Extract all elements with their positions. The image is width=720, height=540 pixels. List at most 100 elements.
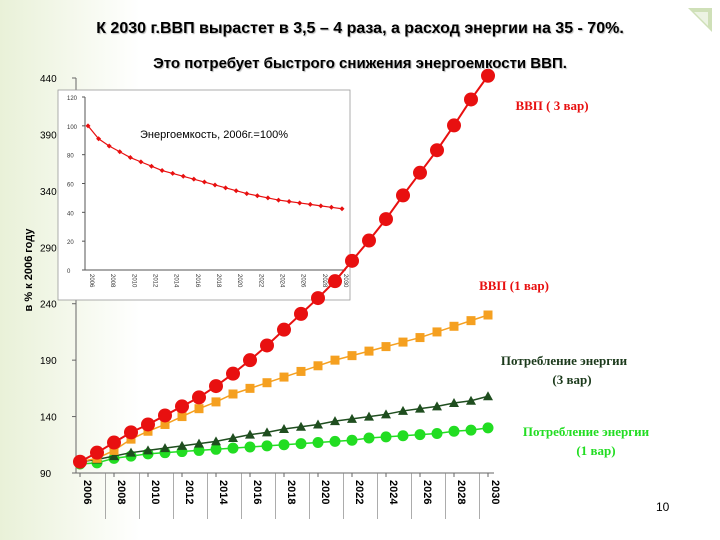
gdp1-point <box>177 412 187 422</box>
gdp3-point <box>124 425 138 440</box>
gdp3-point <box>277 322 291 337</box>
corner-arrow-icon <box>688 8 712 32</box>
energy1-series-label-line2: (1 вар) <box>576 443 615 458</box>
gdp3-point <box>226 366 240 381</box>
intensity-point <box>265 195 271 201</box>
slide-subtitle: Это потребует быстрого снижения энергоем… <box>153 55 567 72</box>
energy1-point <box>448 425 460 437</box>
y-tick-label: 290 <box>40 243 57 254</box>
gdp3-point <box>464 92 478 107</box>
x-tick-label: 2018 <box>285 480 297 504</box>
gdp3-point <box>413 165 427 180</box>
energy3-point <box>466 395 476 405</box>
gdp1-point <box>466 316 476 326</box>
energy1-point <box>414 429 426 441</box>
inset-x-tick-label: 2030 <box>342 274 348 288</box>
intensity-point <box>244 191 250 197</box>
inset-intensity-chart: 0 20 40 60 80 100 120 2006 2008 2010 2012 2014 2016 2… <box>57 89 351 301</box>
energy3-point <box>126 447 136 457</box>
inset-x-tick-label: 2026 <box>300 274 306 288</box>
inset-y-tick-label: 40 <box>67 211 74 217</box>
energy3-point <box>194 438 204 448</box>
energy1-point <box>210 443 222 455</box>
gdp1-point <box>296 366 306 376</box>
inset-x-tick-label: 2020 <box>236 274 242 288</box>
gdp1-point <box>160 419 170 429</box>
gdp3-point <box>107 435 121 450</box>
inset-y-tick-label: 20 <box>67 240 74 246</box>
intensity-point <box>159 168 165 174</box>
energy1-point <box>465 424 477 436</box>
energy3-point <box>228 433 238 443</box>
gdp3-point <box>345 253 359 268</box>
x-tick-label: 2014 <box>217 480 229 505</box>
gdp3-point <box>430 143 444 158</box>
inset-x-tick-label: 2010 <box>130 274 136 288</box>
gdp1-point <box>432 327 442 337</box>
energy3-point <box>279 423 289 433</box>
gdp1-point <box>330 355 340 365</box>
inset-background <box>57 89 351 301</box>
gdp3-point <box>362 233 376 248</box>
inset-x-tick-label: 2016 <box>194 274 200 288</box>
main-chart-axes: 90 140 190 240 290 340 390 440 в % к 2006 году 20… <box>23 74 501 519</box>
gdp1-point <box>279 372 289 382</box>
inset-x-tick-label: 2028 <box>321 274 327 288</box>
gdp3-point <box>328 274 342 289</box>
y-tick-label: 190 <box>40 356 57 367</box>
intensity-point <box>85 123 91 129</box>
gdp1-point <box>245 383 255 393</box>
gdp3-point <box>294 306 308 321</box>
slide-number: 10 <box>656 500 670 514</box>
inset-x-tick-label: 2012 <box>152 274 158 288</box>
intensity-point <box>276 197 281 203</box>
x-tick-label: 2010 <box>149 480 161 504</box>
inset-y-tick-label: 0 <box>67 269 71 275</box>
gdp1-point <box>364 346 374 356</box>
energy3-point <box>483 391 493 401</box>
energy3-point <box>296 421 306 431</box>
gdp3-point <box>396 188 410 203</box>
gdp1-point <box>109 445 119 455</box>
intensity-point <box>339 206 345 212</box>
energy1-point <box>193 444 205 456</box>
gdp3-point <box>311 291 325 306</box>
energy3-point <box>330 416 340 426</box>
gdp3-point <box>209 379 223 394</box>
intensity-point <box>117 149 123 155</box>
gdp1-point <box>228 389 238 399</box>
energy3-point <box>177 440 187 450</box>
gdp1-point <box>415 333 425 343</box>
intensity-point <box>254 193 260 199</box>
intensity-point <box>170 170 176 176</box>
energy3-point <box>245 429 255 439</box>
inset-title: Энергоемкость, 2006г.=100% <box>140 129 288 141</box>
energy1-point <box>261 440 273 452</box>
intensity-point <box>180 173 186 179</box>
intensity-point <box>127 155 133 161</box>
x-tick-label: 2006 <box>81 480 93 504</box>
gdp3-point <box>447 118 461 133</box>
energy1-point <box>295 438 307 450</box>
y-tick-label: 390 <box>40 130 57 141</box>
y-tick-label: 90 <box>40 469 52 480</box>
intensity-point <box>233 188 239 194</box>
y-axis-label: в % к 2006 году <box>23 228 35 312</box>
inset-y-tick-label: 80 <box>67 154 74 160</box>
intensity-point <box>286 199 292 205</box>
inset-x-tick-label: 2008 <box>109 274 115 288</box>
intensity-point <box>96 136 102 142</box>
x-tick-label: 2028 <box>455 480 467 504</box>
gdp1-point <box>194 404 204 414</box>
gdp3-point <box>175 399 189 414</box>
energy3-point <box>398 405 408 415</box>
gdp1-point <box>211 397 221 407</box>
energy1-point <box>431 428 443 439</box>
energy1-point <box>482 422 494 434</box>
energy3-series-label-line1: Потребление энергии <box>501 353 628 368</box>
inset-x-tick-label: 2006 <box>88 274 94 288</box>
gdp1-point <box>483 310 493 320</box>
intensity-point <box>297 200 303 206</box>
y-tick-label: 440 <box>40 74 57 85</box>
